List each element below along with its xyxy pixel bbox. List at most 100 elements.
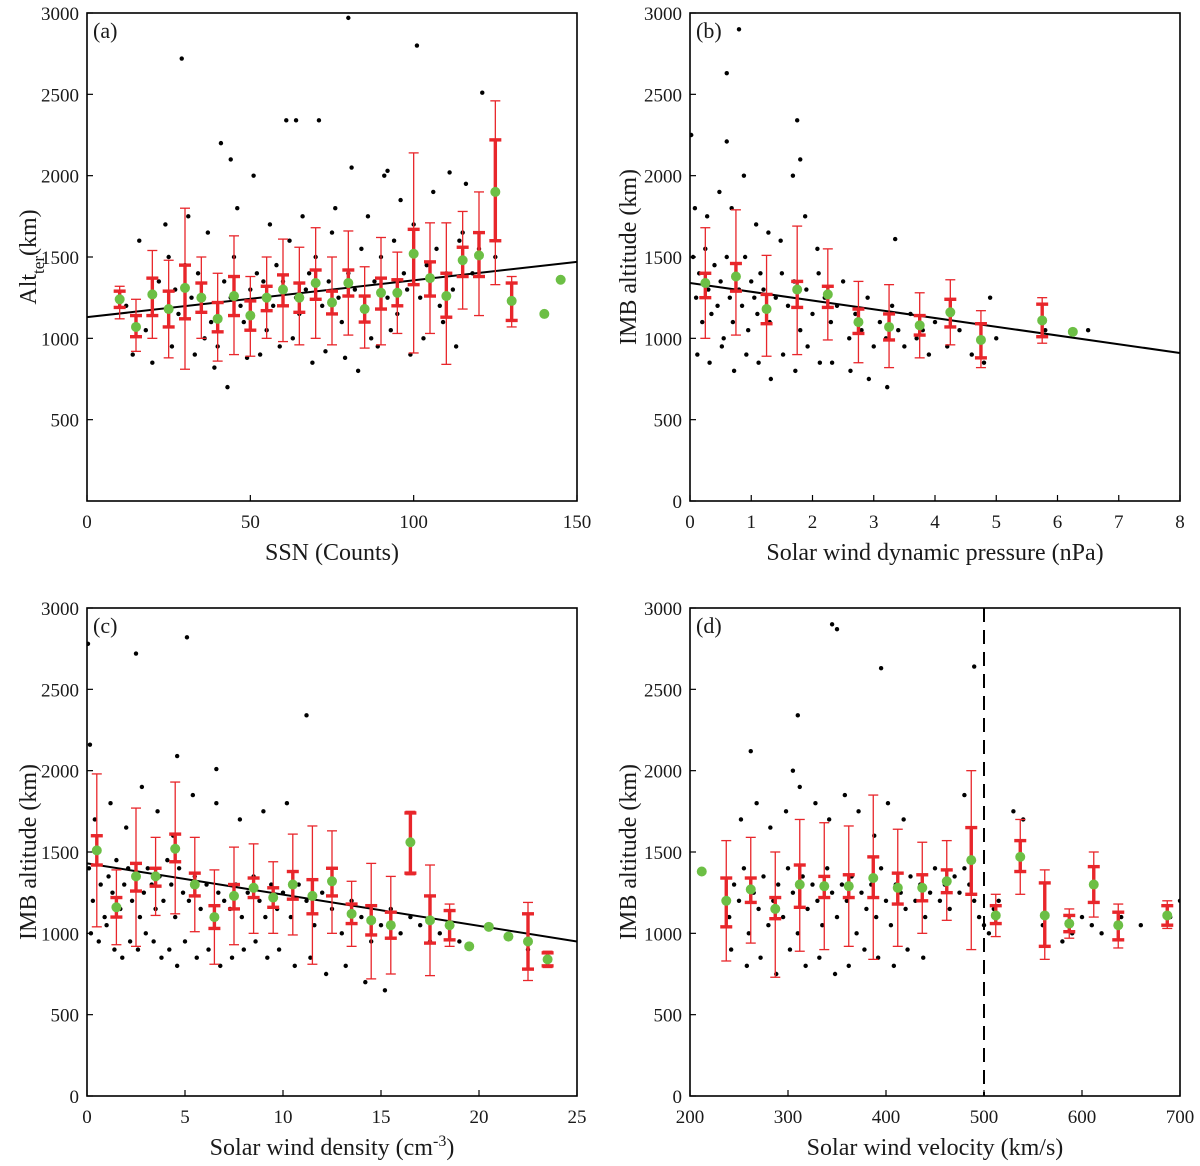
plot-area-d: 200 300 400 500 600 700 0 500 1000 1500 2000 2500 30… xyxy=(644,599,1194,1128)
mean-point xyxy=(745,884,756,895)
y-tick-label: 2000 xyxy=(41,762,79,783)
scatter-point xyxy=(352,287,358,292)
scatter-point xyxy=(156,279,162,284)
axes-frame-b xyxy=(689,12,1181,502)
x-tick-label: 20 xyxy=(470,1107,489,1128)
scatter-point xyxy=(261,279,266,284)
scatter-point xyxy=(972,664,977,669)
scatter-point xyxy=(165,857,170,863)
scatter-point xyxy=(98,882,103,887)
x-tick-label: 500 xyxy=(970,1107,999,1128)
scatter-point xyxy=(761,287,766,292)
scatter-point xyxy=(825,866,830,871)
scatter-point xyxy=(241,319,246,325)
scatter-point xyxy=(896,328,901,333)
y-label-tail-a: (km) xyxy=(16,209,42,256)
mean-point xyxy=(229,291,239,302)
panel-label-b: (b) xyxy=(696,18,722,43)
scatter-point xyxy=(736,898,742,903)
scatter-point xyxy=(304,713,309,718)
scatter-point xyxy=(826,817,832,822)
mean-point xyxy=(114,294,125,305)
scatter-point xyxy=(846,963,851,969)
scatter-point xyxy=(986,931,992,936)
scatter-point xyxy=(333,206,338,211)
x-tick-label: 200 xyxy=(676,1107,705,1128)
scatter-point xyxy=(780,914,786,920)
scatter-point xyxy=(205,230,211,235)
scatter-point xyxy=(709,311,714,317)
scatter-point xyxy=(96,939,101,944)
scatter-point xyxy=(693,295,699,300)
scatter-point xyxy=(810,311,815,317)
scatter-point xyxy=(312,923,317,928)
mean-point xyxy=(539,308,550,319)
mean-point xyxy=(975,334,986,345)
scatter-point xyxy=(783,809,789,814)
scatter-point xyxy=(124,825,129,830)
plot-area-a: 0 50 100 150 500 1000 1500 2000 2500 3000 xyxy=(41,4,591,533)
scatter-point xyxy=(724,139,729,144)
scatter-point xyxy=(137,914,143,920)
x-tick-label: 600 xyxy=(1068,1107,1097,1128)
mean-point xyxy=(1162,910,1173,921)
scatter-point xyxy=(257,352,263,357)
scatter-point xyxy=(421,336,426,341)
scatter-point xyxy=(143,328,148,333)
mean-point xyxy=(359,304,370,315)
scatter-point xyxy=(245,890,250,895)
y-tick-label: 3000 xyxy=(644,599,682,620)
scatter-point xyxy=(261,809,266,814)
mean-point xyxy=(310,278,321,289)
scatter-point xyxy=(174,963,180,969)
scatter-point xyxy=(859,890,864,895)
x-axis-label-c: Solar wind density (cm-3) xyxy=(210,1133,455,1161)
scatter-point xyxy=(721,336,726,341)
scatter-point xyxy=(257,898,262,903)
scatter-point xyxy=(756,360,761,365)
scatter-point xyxy=(834,626,840,632)
scatter-point xyxy=(753,222,759,227)
y-tick-label: 500 xyxy=(51,1006,80,1027)
panel-label-a: (a) xyxy=(93,18,117,43)
scatter-point xyxy=(724,70,729,76)
scatter-point xyxy=(741,866,747,871)
scatter-point xyxy=(718,279,723,284)
scatter-point xyxy=(288,914,294,920)
y-tick-label: 1500 xyxy=(41,843,79,864)
scatter-point xyxy=(840,279,846,284)
scatter-point xyxy=(987,295,993,300)
plot-content-b xyxy=(690,27,1180,390)
scatter-point xyxy=(707,360,712,365)
scatter-point xyxy=(418,923,423,928)
scatter-point xyxy=(343,963,348,969)
scatter-point xyxy=(790,890,796,895)
scatter-point xyxy=(794,118,800,123)
mean-point xyxy=(385,920,396,931)
x-axis-label-d: Solar wind velocity (km/s) xyxy=(807,1135,1064,1161)
scatter-point xyxy=(785,303,791,308)
scatter-point xyxy=(739,303,745,308)
mean-point xyxy=(506,295,517,306)
mean-point xyxy=(1067,326,1078,337)
mean-point xyxy=(474,250,484,261)
scatter-point xyxy=(195,271,201,276)
scatter-point xyxy=(235,206,240,211)
mean-point xyxy=(730,271,741,282)
scatter-point xyxy=(957,890,962,895)
scatter-point xyxy=(385,168,390,173)
scatter-point xyxy=(212,365,217,370)
x-tick-label: 5 xyxy=(180,1107,190,1128)
mean-point xyxy=(770,903,781,914)
scatter-point xyxy=(137,238,142,243)
scatter-point xyxy=(780,352,786,357)
scatter-point xyxy=(463,181,469,186)
scatter-point xyxy=(169,344,175,349)
mean-point xyxy=(91,845,102,856)
scatter-point xyxy=(339,931,344,936)
y-tick-label: 2500 xyxy=(41,680,79,701)
scatter-point xyxy=(972,898,977,903)
mean-point xyxy=(209,912,220,923)
scatter-point xyxy=(437,931,442,936)
scatter-point xyxy=(363,979,368,985)
